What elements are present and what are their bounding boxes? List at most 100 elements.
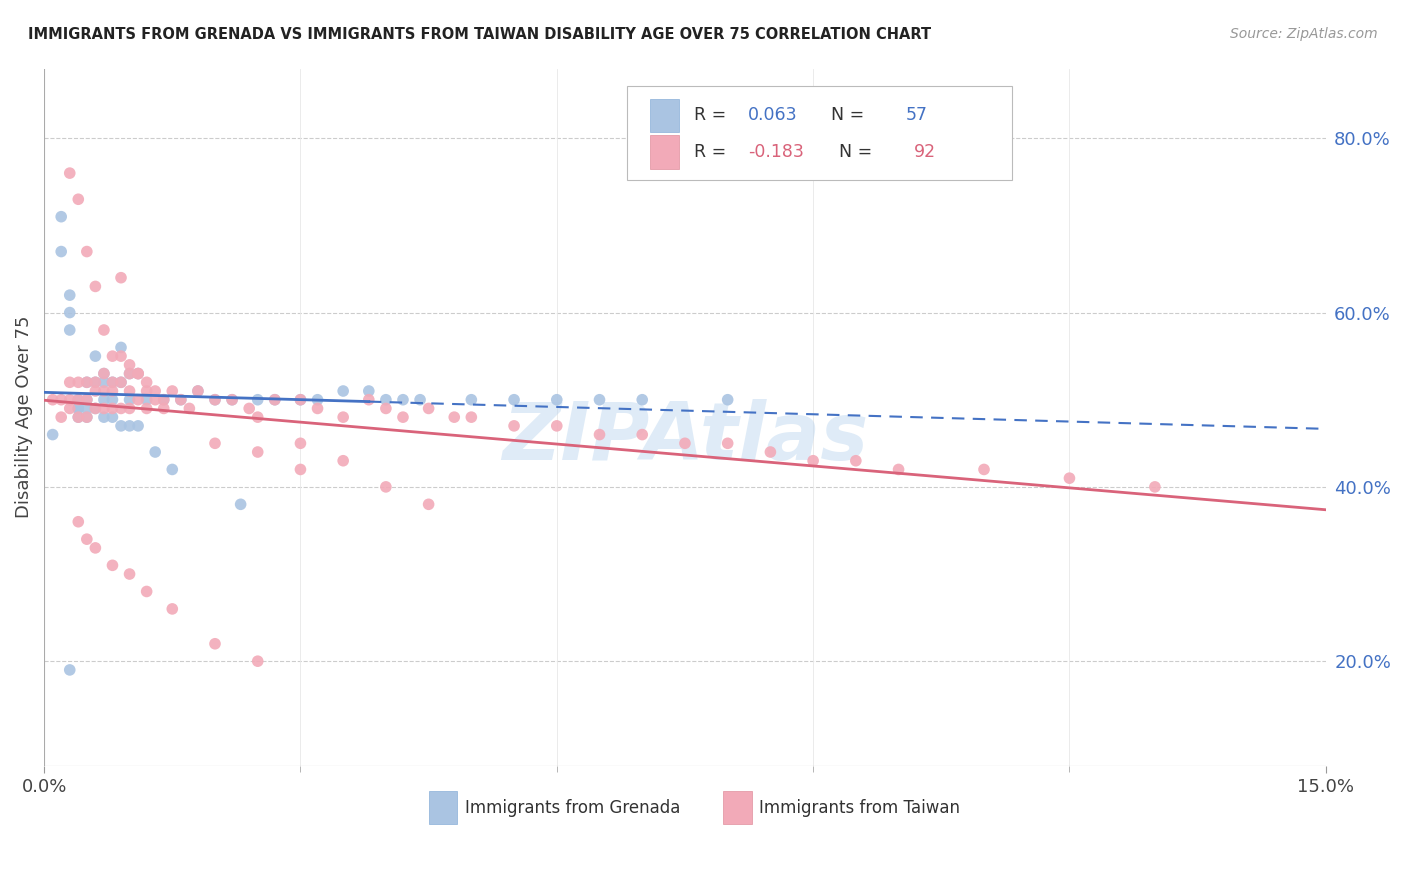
Point [76,376,98,390]
Point [118,367,141,381]
Point [93,392,115,407]
Point [332,410,354,425]
Point [290,392,312,407]
Point [76,244,98,259]
Point [135,401,157,416]
Bar [429,791,457,824]
Point [187,384,209,398]
Point [307,401,329,416]
Point [59,392,82,407]
Point [118,567,141,582]
Point [307,392,329,407]
Point [67,376,90,390]
Point [673,436,696,450]
Point [76,376,98,390]
Point [101,392,124,407]
Point [51,210,73,224]
Point [101,410,124,425]
Point [162,602,184,616]
Point [118,418,141,433]
Point [332,384,354,398]
Point [51,410,73,425]
Point [246,410,269,425]
Text: -0.183: -0.183 [748,144,804,161]
Point [67,410,90,425]
Point [59,323,82,337]
Point [135,384,157,398]
Point [59,401,82,416]
Point [76,532,98,546]
Point [84,376,107,390]
Point [93,367,115,381]
Point [588,392,610,407]
Point [51,244,73,259]
Point [59,305,82,319]
Point [460,410,482,425]
Point [93,401,115,416]
Point [170,392,193,407]
Point [118,358,141,372]
Point [152,401,174,416]
Text: N =: N = [820,106,869,124]
Text: R =: R = [695,144,731,161]
Point [374,401,396,416]
Point [204,392,226,407]
Bar [651,136,679,169]
Point [84,401,107,416]
Text: 0.063: 0.063 [748,106,797,124]
Point [246,445,269,459]
Point [1143,480,1166,494]
Point [135,584,157,599]
Point [110,340,132,354]
Point [143,445,166,459]
Point [59,166,82,180]
Point [67,401,90,416]
Point [801,454,824,468]
Point [110,418,132,433]
Point [204,392,226,407]
Point [443,410,465,425]
Point [93,323,115,337]
Point [1059,471,1081,485]
Point [179,401,201,416]
Point [101,376,124,390]
Text: Source: ZipAtlas.com: Source: ZipAtlas.com [1230,27,1378,41]
Point [101,384,124,398]
Point [84,384,107,398]
Point [135,392,157,407]
Point [110,270,132,285]
Point [41,392,63,407]
Text: Immigrants from Taiwan: Immigrants from Taiwan [759,798,960,816]
Point [127,418,149,433]
Point [221,392,243,407]
Point [59,663,82,677]
Point [170,392,193,407]
Text: 92: 92 [914,144,936,161]
Point [118,384,141,398]
Point [221,392,243,407]
Point [127,392,149,407]
Point [290,392,312,407]
Point [546,418,568,433]
Point [717,392,740,407]
Point [152,392,174,407]
Point [546,392,568,407]
Y-axis label: Disability Age Over 75: Disability Age Over 75 [15,316,32,518]
Point [41,427,63,442]
Point [84,279,107,293]
Point [374,480,396,494]
Point [110,349,132,363]
Point [118,392,141,407]
Point [110,376,132,390]
Text: 57: 57 [905,106,928,124]
Point [631,392,654,407]
Point [59,288,82,302]
Point [118,367,141,381]
Point [290,436,312,450]
Point [357,392,380,407]
Point [631,427,654,442]
Point [588,427,610,442]
Point [118,401,141,416]
Point [392,410,415,425]
Point [59,376,82,390]
